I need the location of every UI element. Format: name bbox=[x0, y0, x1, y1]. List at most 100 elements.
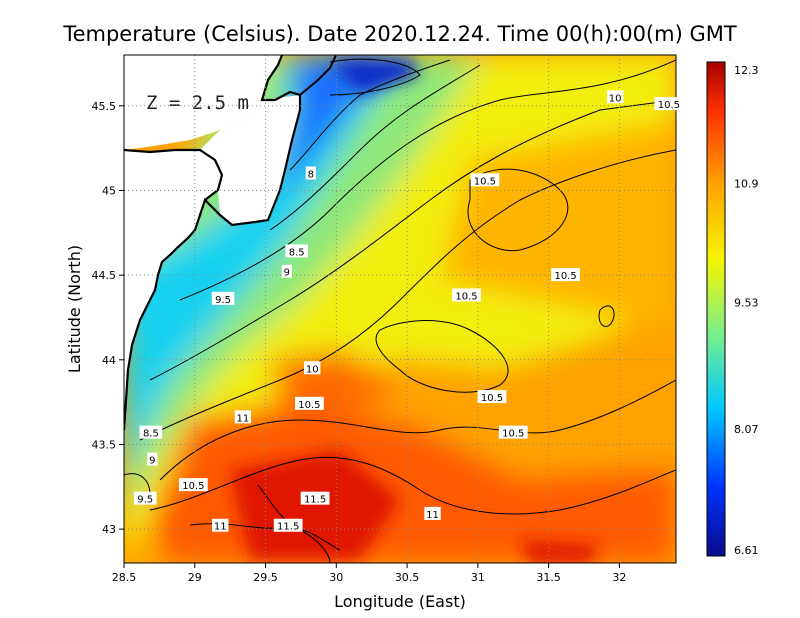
x-tick-label: 29.5 bbox=[253, 571, 278, 584]
contour-label-text: 8 bbox=[308, 170, 314, 181]
contour-label-text: 9.5 bbox=[137, 495, 153, 506]
contour-label: 9.5 bbox=[133, 491, 157, 506]
contour-label: 10.5 bbox=[654, 97, 684, 111]
colorbar-ticks: 12.3 10.9 9.53 8.07 6.61 bbox=[734, 64, 759, 557]
contour-label-box bbox=[273, 518, 303, 532]
contour-label: 10.5 bbox=[470, 173, 500, 187]
depth-label: Z = 2.5 m bbox=[146, 92, 249, 114]
contour-label-text: 10.5 bbox=[182, 481, 204, 492]
contour-label-box bbox=[211, 291, 235, 305]
contour-label-text: 10.5 bbox=[658, 100, 680, 111]
x-tick-label: 32 bbox=[612, 571, 626, 584]
contour-label: 9 bbox=[281, 264, 292, 279]
contour-label-text: 10.5 bbox=[481, 393, 503, 404]
contour-label: 10.5 bbox=[477, 390, 507, 404]
contour-label: 10.5 bbox=[295, 396, 324, 411]
colorbar-tick-label: 10.9 bbox=[734, 178, 759, 191]
contour-label-box bbox=[424, 506, 441, 520]
colorbar-tick-label: 8.07 bbox=[734, 423, 759, 436]
contour-label-box bbox=[551, 268, 580, 282]
contour-label-text: 10.5 bbox=[474, 176, 496, 187]
contour-label-text: 9 bbox=[149, 456, 155, 467]
contour-label: 10.5 bbox=[498, 425, 528, 440]
contour-label-text: 9.5 bbox=[215, 295, 231, 306]
contour-label: 11 bbox=[424, 506, 441, 521]
contour-label-box bbox=[147, 452, 158, 466]
colorbar-tick-label: 12.3 bbox=[734, 64, 759, 77]
contour-label: 10 bbox=[304, 361, 321, 375]
x-axis-label: Longitude (East) bbox=[334, 592, 466, 611]
colorbar-tick-label: 6.61 bbox=[734, 544, 759, 557]
contour-label: 11 bbox=[212, 518, 229, 533]
map-title: Temperature (Celsius). Date 2020.12.24. … bbox=[62, 22, 737, 46]
contour-label: 8.5 bbox=[285, 244, 308, 258]
contour-label: 8.5 bbox=[139, 425, 163, 440]
temperature-field: Z = 2.5 m bbox=[124, 55, 676, 563]
y-tick-label: 44.5 bbox=[92, 269, 117, 282]
x-tick-label: 31.5 bbox=[536, 571, 561, 584]
contour-label-box bbox=[133, 491, 157, 505]
y-axis-ticks: 43 43.5 44 44.5 45 45.5 bbox=[92, 100, 124, 536]
contour-label-box bbox=[304, 361, 321, 375]
contour-label-box bbox=[305, 166, 316, 180]
land-north bbox=[124, 55, 282, 150]
contour-label-text: 10.5 bbox=[554, 271, 576, 282]
y-tick-label: 45 bbox=[102, 184, 116, 197]
x-tick-label: 28.5 bbox=[112, 571, 137, 584]
x-axis-ticks: 28.5 29 29.5 30 30.5 31 31.5 32 bbox=[112, 563, 626, 584]
contour-label: 11 bbox=[234, 410, 252, 424]
y-tick-label: 45.5 bbox=[92, 100, 117, 113]
contour-label-box bbox=[498, 425, 528, 439]
contour-label-text: 11 bbox=[237, 413, 250, 424]
contour-label-text: 10.5 bbox=[455, 291, 477, 302]
contour-label-box bbox=[300, 491, 330, 505]
contour-label-text: 9 bbox=[284, 268, 290, 279]
contour-label-text: 11 bbox=[426, 510, 439, 521]
contour-label-box bbox=[470, 173, 500, 187]
contour-label: 11.5 bbox=[273, 518, 303, 533]
coastline bbox=[124, 55, 302, 431]
contour-label: 9 bbox=[147, 452, 158, 467]
y-tick-label: 43.5 bbox=[92, 438, 117, 451]
contour-label-text: 10.5 bbox=[298, 400, 320, 411]
inner-coastline bbox=[124, 148, 224, 201]
contour-label-box bbox=[212, 518, 229, 532]
contour-label-text: 10 bbox=[609, 93, 622, 104]
contour-label-box bbox=[139, 425, 163, 439]
contour-label: 10.5 bbox=[452, 288, 481, 302]
contour-label-box bbox=[654, 97, 684, 111]
colorbar bbox=[706, 61, 726, 557]
contour-label: 11.5 bbox=[300, 491, 330, 506]
contour-label-box bbox=[606, 90, 624, 104]
colorbar-tick-label: 9.53 bbox=[734, 296, 759, 309]
contour-label-text: 10 bbox=[306, 364, 319, 375]
y-tick-label: 43 bbox=[102, 523, 116, 536]
contour-label-group: 10 10.5 8 10.5 8.5 9 10.5 9.5 10.5 10 10.5 10.5 11 8.… bbox=[133, 90, 684, 533]
contour-label: 8 bbox=[305, 166, 316, 181]
contour-label-text: 8.5 bbox=[289, 247, 305, 258]
contour-label-box bbox=[281, 264, 292, 278]
contour-label-box bbox=[285, 244, 308, 258]
plot-frame bbox=[123, 54, 677, 564]
contour-label-text: 11.5 bbox=[277, 522, 299, 533]
y-tick-label: 44 bbox=[102, 354, 116, 367]
contour-label: 10.5 bbox=[551, 268, 580, 282]
contour-label-text: 8.5 bbox=[143, 429, 159, 440]
contour-label: 10 bbox=[606, 90, 624, 104]
contour-label-box bbox=[477, 390, 507, 404]
contour-label-box bbox=[234, 410, 252, 424]
x-tick-label: 29 bbox=[188, 571, 202, 584]
x-tick-label: 31 bbox=[471, 571, 485, 584]
contour-label: 10.5 bbox=[178, 478, 208, 492]
y-axis-label: Latitude (North) bbox=[65, 245, 84, 373]
contour-label-text: 11.5 bbox=[304, 495, 326, 506]
x-tick-label: 30.5 bbox=[395, 571, 420, 584]
contour-label-text: 10.5 bbox=[502, 429, 524, 440]
contour-label: 9.5 bbox=[211, 291, 235, 306]
contour-label-box bbox=[178, 478, 208, 492]
contour-label-text: 11 bbox=[214, 522, 227, 533]
contour-label-box bbox=[452, 288, 481, 302]
land-coast bbox=[200, 95, 300, 225]
contour-label-box bbox=[295, 396, 324, 410]
